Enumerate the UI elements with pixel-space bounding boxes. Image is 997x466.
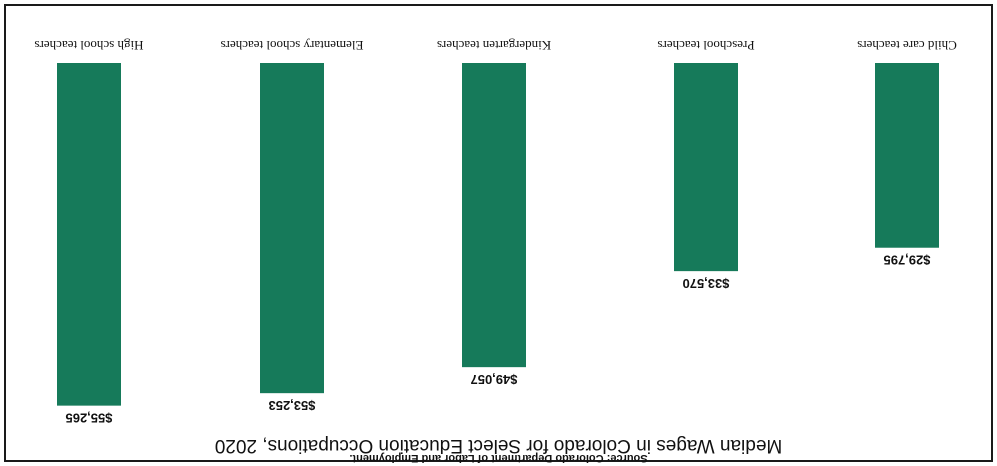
chart-source: Source: Colorado Department of Labor and… [349,452,648,464]
bars-group [57,63,939,406]
bar [875,63,939,248]
category-labels-group: High school teachers Elementary school te… [34,38,956,53]
category-label: High school teachers [34,38,143,53]
value-labels-group: $55,265 $53,253 $49,057 $33,570 $29,795 [66,253,931,426]
category-label: Elementary school teachers [221,38,364,53]
category-label: Preschool teachers [657,38,754,53]
bar [674,63,738,272]
bar-value-label: $29,795 [884,253,931,268]
bar [260,63,324,394]
bar-value-label: $33,570 [683,276,730,291]
bar-value-label: $53,253 [269,398,316,413]
bar-value-label: $49,057 [471,372,518,387]
bar [462,63,526,368]
category-label: Child care teachers [857,38,957,53]
category-label: Kindergarten teachers [437,38,551,53]
bar-value-label: $55,265 [66,411,113,426]
bar [57,63,121,406]
